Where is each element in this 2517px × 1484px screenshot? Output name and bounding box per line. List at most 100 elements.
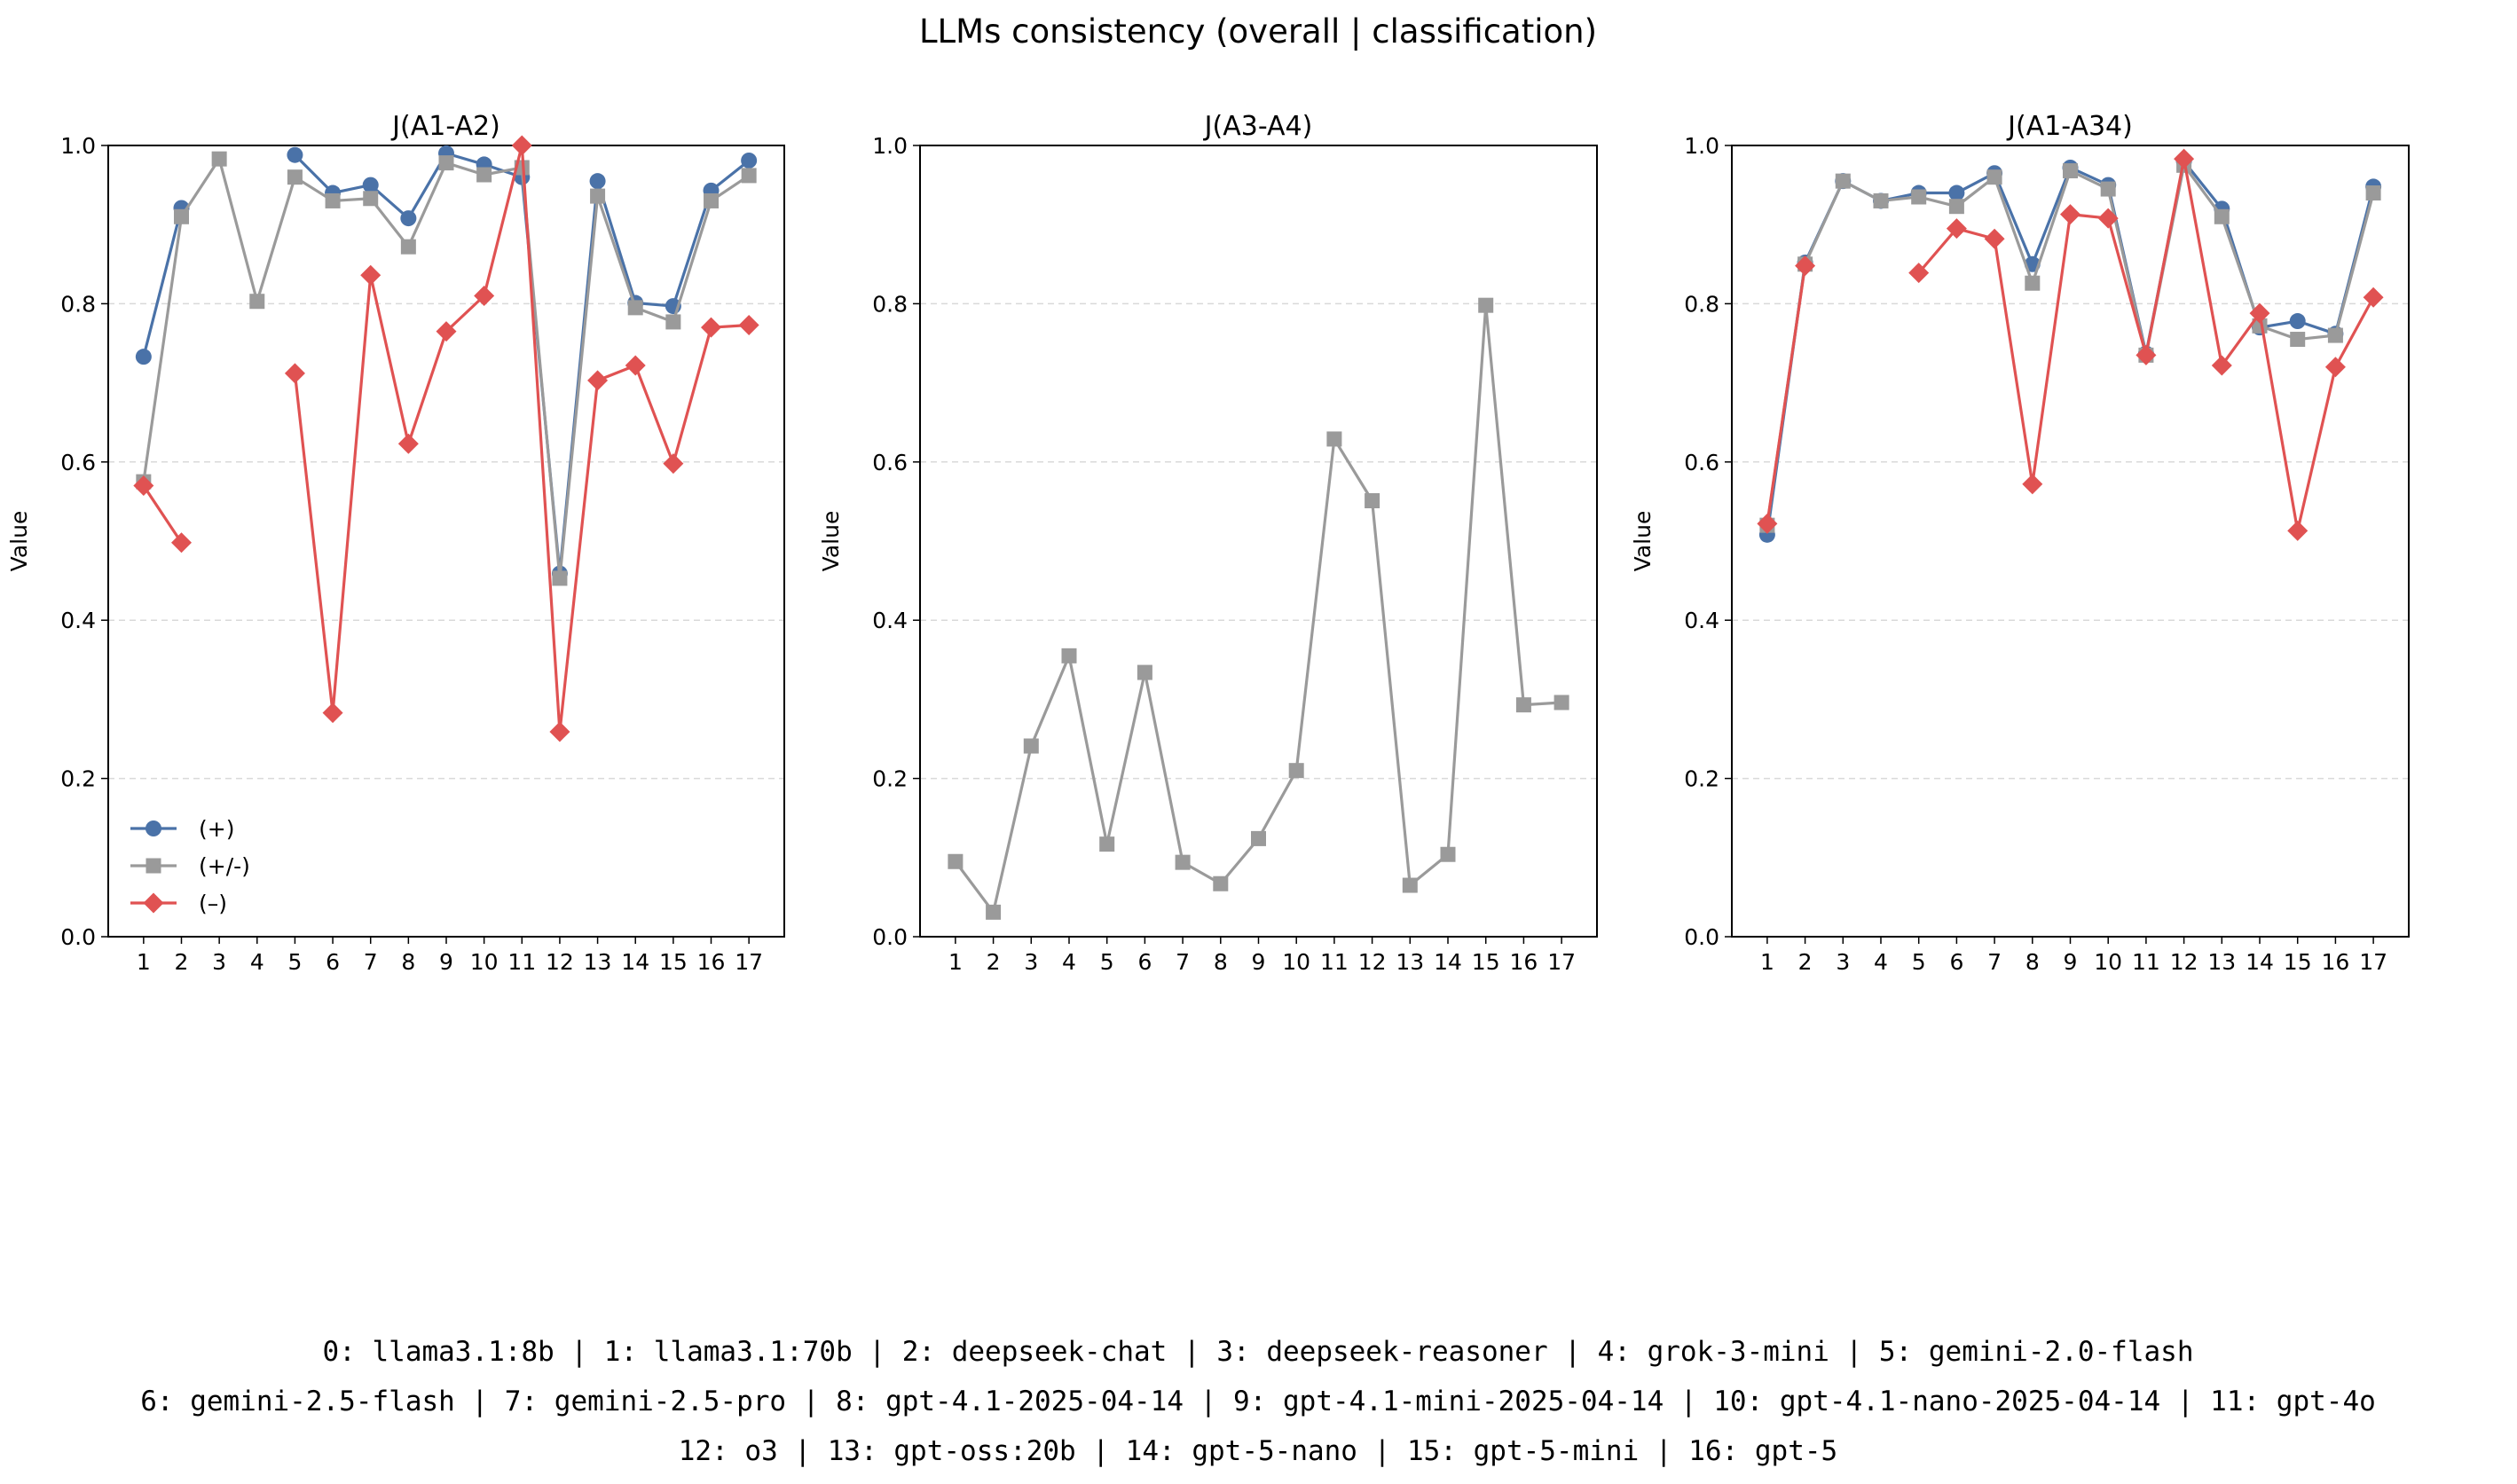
data-point xyxy=(325,192,341,208)
x-tick-label: 1 xyxy=(137,949,151,975)
data-point xyxy=(1986,169,2002,185)
subplot-title: J(A3-A4) xyxy=(1203,111,1313,142)
x-tick-label: 10 xyxy=(1282,949,1310,975)
x-tick-label: 7 xyxy=(364,949,378,975)
y-tick-label: 1.0 xyxy=(872,133,908,159)
x-tick-label: 17 xyxy=(735,949,763,975)
x-tick-label: 6 xyxy=(1949,949,1963,975)
y-tick-label: 0.8 xyxy=(1684,291,1719,317)
data-point xyxy=(1948,185,1965,201)
subplot-title: J(A1-A2) xyxy=(390,111,500,142)
data-point xyxy=(287,169,303,185)
data-point xyxy=(2289,313,2306,330)
x-tick-label: 9 xyxy=(2064,949,2078,975)
data-point xyxy=(322,703,343,724)
data-point xyxy=(1213,875,1229,891)
x-tick-label: 1 xyxy=(948,949,963,975)
x-tick-label: 8 xyxy=(1214,949,1228,975)
data-point xyxy=(738,314,759,335)
data-point xyxy=(1061,648,1077,663)
x-tick-label: 14 xyxy=(1434,949,1462,975)
data-point xyxy=(360,264,381,286)
data-point xyxy=(400,239,416,255)
x-tick-label: 13 xyxy=(1396,949,1424,975)
x-tick-label: 16 xyxy=(697,949,726,975)
x-tick-label: 5 xyxy=(287,949,302,975)
x-tick-label: 14 xyxy=(2246,949,2274,975)
data-point xyxy=(1908,263,1930,284)
y-tick-label: 1.0 xyxy=(60,133,96,159)
subplot-title: J(A1-A34) xyxy=(2006,111,2133,142)
y-tick-label: 0.4 xyxy=(60,608,96,633)
y-tick-label: 0.4 xyxy=(872,608,908,633)
data-point xyxy=(741,152,758,169)
series-+/- xyxy=(136,151,757,586)
data-point xyxy=(1515,697,1531,713)
data-point xyxy=(2290,332,2306,348)
x-tick-label: 2 xyxy=(175,949,189,975)
y-axis-label: Value xyxy=(818,511,844,572)
y-tick-label: 0.0 xyxy=(872,924,908,950)
data-point xyxy=(704,192,720,208)
data-point xyxy=(362,177,379,193)
data-point xyxy=(170,532,192,554)
data-point xyxy=(173,208,189,224)
x-tick-label: 5 xyxy=(1100,949,1114,975)
data-point xyxy=(2211,355,2232,376)
chart-panel-3: 0.00.20.40.60.81.01 2 3 4 5 6 7 8 9 10 11 12 13 14 15 1… xyxy=(1630,111,2410,975)
data-point xyxy=(2136,344,2157,365)
data-point xyxy=(1948,199,1964,215)
data-point xyxy=(589,173,606,190)
series-line xyxy=(293,144,750,734)
x-tick-label: 7 xyxy=(1176,949,1190,975)
y-axis-label: Value xyxy=(6,511,32,572)
x-tick-label: 13 xyxy=(2207,949,2236,975)
data-point xyxy=(741,168,757,184)
data-point xyxy=(1326,431,1342,447)
y-tick-label: 0.6 xyxy=(872,450,908,475)
data-point xyxy=(133,475,154,497)
data-point xyxy=(2363,287,2384,308)
x-tick-label: 15 xyxy=(1472,949,1500,975)
data-point xyxy=(2100,181,2116,197)
series-values xyxy=(948,297,1569,920)
data-point xyxy=(1440,846,1456,862)
data-point xyxy=(511,135,532,156)
data-point xyxy=(587,370,609,391)
data-point xyxy=(2097,208,2119,229)
y-tick-label: 0.6 xyxy=(1684,450,1719,475)
series-line xyxy=(142,157,751,580)
data-point xyxy=(549,721,570,742)
x-tick-label: 4 xyxy=(1874,949,1888,975)
data-point xyxy=(287,146,303,163)
y-tick-label: 0.4 xyxy=(1684,608,1719,633)
legend-label: (+/-) xyxy=(199,853,250,879)
plots-area: 0.00.20.40.60.81.01 2 3 4 5 6 7 8 9 10 11 12 13 14 15 1… xyxy=(6,111,2410,975)
x-tick-label: 12 xyxy=(2170,949,2198,975)
data-point xyxy=(986,904,1002,920)
data-point xyxy=(476,167,492,183)
data-point xyxy=(2174,148,2195,169)
data-point xyxy=(665,314,681,330)
x-tick-label: 16 xyxy=(1510,949,1538,975)
data-point xyxy=(1795,255,1816,277)
x-tick-label: 13 xyxy=(584,949,612,975)
data-point xyxy=(1553,695,1569,711)
x-tick-label: 16 xyxy=(2322,949,2350,975)
legend-marker xyxy=(146,821,161,836)
data-point xyxy=(552,570,568,586)
data-point xyxy=(663,453,684,475)
y-tick-label: 0.8 xyxy=(872,291,908,317)
x-tick-label: 17 xyxy=(2359,949,2387,975)
data-point xyxy=(2287,520,2309,541)
data-point xyxy=(1175,854,1191,870)
data-point xyxy=(1099,836,1115,852)
data-point xyxy=(1402,877,1418,893)
data-point xyxy=(363,191,379,207)
x-tick-label: 3 xyxy=(1024,949,1038,975)
data-point xyxy=(1757,513,1778,534)
chart-panel-1: 0.00.20.40.60.81.01 2 3 4 5 6 7 8 9 10 11 12 13 14 15 1… xyxy=(6,111,785,975)
y-tick-label: 0.0 xyxy=(1684,924,1719,950)
series-line xyxy=(1766,265,1807,524)
